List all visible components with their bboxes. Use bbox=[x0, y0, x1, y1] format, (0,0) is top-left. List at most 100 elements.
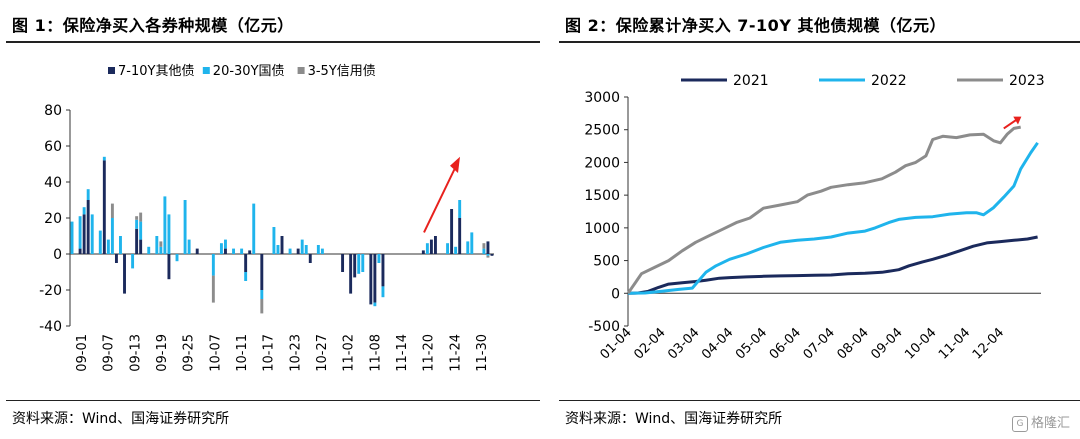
x-tick-label: 11-08 bbox=[368, 334, 383, 372]
bar-segment-2 bbox=[276, 245, 280, 254]
y-tick-label: 3000 bbox=[584, 90, 620, 106]
legend-label-2: 2022 bbox=[871, 73, 907, 89]
figure-1-source: 资料来源：Wind、国海证券研究所 bbox=[12, 411, 230, 427]
legend-label-1: 2021 bbox=[733, 73, 769, 89]
bar-segment-2 bbox=[381, 286, 385, 298]
y-tick-label: 20 bbox=[44, 211, 62, 227]
bar-segment-2 bbox=[454, 246, 458, 254]
y-tick-label: 2000 bbox=[584, 155, 620, 171]
bar-segment-2 bbox=[486, 254, 490, 256]
x-tick-label: 06-04 bbox=[767, 325, 804, 362]
y-tick-label: 0 bbox=[611, 286, 620, 302]
series-line-2023 bbox=[626, 125, 1021, 295]
bar-segment-1 bbox=[167, 254, 171, 280]
bar-segment-2 bbox=[377, 254, 381, 263]
bar-segment-1 bbox=[102, 160, 106, 254]
bar-segment-2 bbox=[304, 245, 308, 254]
bar-segment-1 bbox=[86, 200, 90, 254]
left-panel: 图 1：保险净买入各券种规模（亿元） 7-10Y其他债 20-30Y国债 3-5Y信… bbox=[6, 16, 540, 427]
x-tick-label: 11-04 bbox=[936, 325, 973, 362]
bar-segment-2 bbox=[167, 214, 171, 254]
bar-segment-1 bbox=[248, 250, 252, 254]
bar-segment-1 bbox=[458, 218, 462, 254]
bar-segment-1 bbox=[381, 254, 385, 287]
y-tick-label: 1500 bbox=[584, 188, 620, 204]
bar-segment-1 bbox=[280, 236, 284, 254]
x-tick-label: 04-04 bbox=[699, 325, 736, 362]
figure-2-title: 图 2：保险累计净买入 7-10Y 其他债规模（亿元） bbox=[565, 16, 946, 35]
bar-segment-2 bbox=[232, 248, 235, 254]
watermark-text: 格隆汇 bbox=[1030, 416, 1070, 431]
bar-segment-1 bbox=[450, 209, 454, 254]
x-tick-label: 09-25 bbox=[182, 334, 197, 372]
bar-segment-2 bbox=[82, 207, 86, 215]
bar-segment-2 bbox=[211, 254, 215, 276]
bar-segment-1 bbox=[341, 254, 345, 272]
bar-segment-1 bbox=[421, 250, 425, 254]
x-tick-label: 11-20 bbox=[422, 334, 437, 372]
bar-segment-3 bbox=[482, 243, 486, 249]
bar-segment-2 bbox=[300, 239, 304, 254]
bar-segment-2 bbox=[470, 232, 474, 254]
legend-swatch-1 bbox=[108, 67, 115, 74]
bar-segment-3 bbox=[139, 212, 143, 222]
legend-label-1: 7-10Y其他债 bbox=[118, 64, 194, 79]
x-tick-label: 07-04 bbox=[801, 325, 838, 362]
bar-segment-2 bbox=[260, 290, 264, 299]
legend-label-3: 2023 bbox=[1009, 73, 1045, 89]
bar-segment-2 bbox=[110, 218, 114, 254]
watermark: G 格隆汇 bbox=[1011, 412, 1070, 432]
bar-segment-2 bbox=[466, 241, 470, 254]
x-tick-label: 11-02 bbox=[342, 334, 357, 372]
bar-segment-3 bbox=[159, 241, 163, 247]
bar-segment-2 bbox=[183, 200, 187, 254]
bar-segment-1 bbox=[486, 241, 490, 254]
y-tick-label: 80 bbox=[44, 103, 62, 119]
trend-arrow-head bbox=[450, 156, 460, 173]
y-tick-label: -20 bbox=[39, 283, 62, 299]
trend-arrow bbox=[423, 163, 458, 233]
x-tick-label: 11-24 bbox=[448, 334, 463, 372]
bar-segment-2 bbox=[224, 239, 227, 249]
y-tick-label: 1000 bbox=[584, 221, 620, 237]
bar-segment-1 bbox=[114, 254, 118, 263]
right-panel: 图 2：保险累计净买入 7-10Y 其他债规模（亿元） 2021 2022 2023… bbox=[553, 0, 1080, 439]
y-tick-label: -500 bbox=[588, 319, 620, 335]
bar-segment-2 bbox=[320, 248, 324, 254]
x-tick-label: 12-04 bbox=[970, 325, 1007, 362]
x-tick-label: 10-27 bbox=[315, 334, 330, 372]
bar-segment-2 bbox=[244, 272, 248, 281]
cumulative-line-chart: 2021 2022 2023 -500 0 500 1000 1500 2000 2500 3000… bbox=[584, 73, 1045, 363]
y-tick-label: 2500 bbox=[584, 123, 620, 139]
bar-segment-1 bbox=[490, 254, 494, 256]
legend-label-2: 20-30Y国债 bbox=[213, 64, 285, 79]
bar-segment-1 bbox=[353, 254, 357, 278]
x-tick-label: 05-04 bbox=[733, 325, 770, 362]
legend-swatch-2 bbox=[202, 67, 210, 74]
bar-segment-2 bbox=[155, 236, 159, 254]
x-tick-label: 10-17 bbox=[262, 334, 277, 372]
figure-2-source: 资料来源：Wind、国海证券研究所 bbox=[565, 411, 783, 427]
source-rule bbox=[6, 400, 540, 401]
bar-segment-3 bbox=[110, 203, 114, 218]
x-tick-label: 09-19 bbox=[155, 334, 170, 372]
bar-segment-2 bbox=[102, 156, 106, 161]
x-tick-label: 10-11 bbox=[235, 334, 250, 372]
figure-1-title: 图 1：保险净买入各券种规模（亿元） bbox=[12, 16, 294, 35]
bar-segment-1 bbox=[224, 248, 227, 254]
bar-segment-2 bbox=[135, 219, 139, 229]
bar-segment-1 bbox=[296, 248, 300, 254]
bar-segment-2 bbox=[482, 248, 486, 254]
bar-segment-2 bbox=[240, 248, 244, 254]
bar-segment-2 bbox=[70, 221, 74, 254]
bar-segment-3 bbox=[135, 216, 139, 220]
stacked-bar-chart: 7-10Y其他债 20-30Y国债 3-5Y信用债 -40 -20 0 20 40 60 80 09… bbox=[39, 64, 494, 372]
legend-swatch-3 bbox=[297, 67, 305, 74]
bar-segment-2 bbox=[288, 248, 292, 254]
x-tick-label: 09-04 bbox=[868, 325, 905, 362]
bar-segment-2 bbox=[316, 245, 320, 254]
bar-segment-2 bbox=[163, 196, 167, 254]
series-line-2021 bbox=[627, 235, 1038, 295]
bar-segment-2 bbox=[219, 243, 223, 254]
bar-segment-1 bbox=[429, 239, 433, 254]
